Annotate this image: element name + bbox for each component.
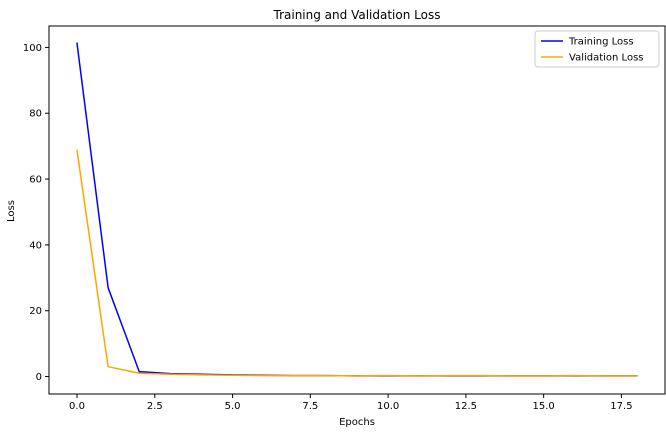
legend: Training Loss Validation Loss (534, 30, 660, 68)
y-tick-label: 0 (36, 372, 42, 383)
y-tick-label: 40 (29, 240, 42, 251)
series-line-validation-loss (76, 149, 638, 377)
x-tick-label: 12.5 (455, 401, 477, 412)
x-tick-label: 17.5 (610, 401, 632, 412)
y-axis: 0 20 40 60 80 100 (23, 43, 49, 383)
legend-label: Validation Loss (569, 53, 644, 64)
y-tick-label: 100 (23, 43, 42, 54)
y-tick-label: 60 (29, 175, 42, 186)
x-tick-label: 15.0 (533, 401, 555, 412)
x-tick-label: 0.0 (69, 401, 85, 412)
x-tick-label: 2.5 (147, 401, 163, 412)
x-axis-label: Epochs (339, 417, 375, 428)
x-tick-label: 5.0 (225, 401, 241, 412)
y-tick-label: 20 (29, 306, 42, 317)
legend-box (534, 30, 660, 68)
y-tick-label: 80 (29, 109, 42, 120)
y-axis-label: Loss (6, 200, 17, 222)
x-axis: 0.0 2.5 5.0 7.5 10.0 12.5 15.0 17.5 (69, 394, 633, 412)
series-layer (76, 42, 638, 377)
plot-frame (48, 25, 666, 395)
x-tick-label: 7.5 (302, 401, 318, 412)
x-tick-label: 10.0 (377, 401, 399, 412)
chart-title: Training and Validation Loss (273, 8, 441, 22)
legend-label: Training Loss (568, 37, 634, 48)
